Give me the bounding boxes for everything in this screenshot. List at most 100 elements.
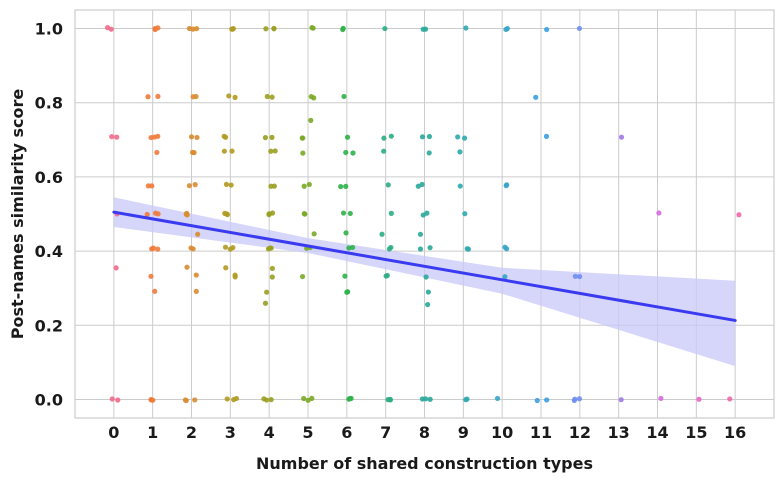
scatter-point: [342, 273, 348, 279]
x-tick-labels: 0 1 2 3 4 5 6 7 8 9 10 11 12 13 14 15 16: [108, 423, 746, 442]
scatter-point: [424, 210, 430, 216]
scatter-point: [155, 25, 161, 31]
x-tick-label: 3: [225, 423, 236, 442]
scatter-point: [269, 94, 275, 100]
scatter-point: [426, 133, 433, 140]
scatter-point: [417, 246, 424, 252]
scatter-point: [155, 246, 161, 252]
scatter-point: [383, 273, 389, 279]
scatter-point: [727, 396, 733, 402]
plot-border: [74, 9, 775, 419]
scatter-point: [544, 26, 550, 33]
scatter-point: [193, 26, 200, 32]
scatter-point: [192, 397, 198, 403]
scatter-point: [299, 273, 306, 280]
y-axis-title: Post-names similarity score: [8, 89, 27, 340]
scatter-point: [152, 288, 158, 294]
scatter-point: [544, 397, 550, 403]
scatter-point: [264, 289, 270, 295]
scatter-point: [422, 396, 429, 402]
scatter-point: [300, 135, 306, 141]
scatter-point: [301, 183, 307, 189]
scatter-point: [340, 26, 346, 33]
scatter-point: [300, 150, 306, 156]
scatter-point: [576, 273, 583, 280]
scatter-point: [148, 134, 154, 141]
scatter-point: [184, 264, 190, 270]
scatter-point: [457, 149, 463, 155]
scatter-point: [113, 265, 119, 271]
scatter-point: [261, 396, 267, 402]
scatter-point: [269, 274, 275, 280]
scatter-point: [308, 117, 314, 123]
scatter-point: [149, 246, 155, 252]
y-tick-label: 0.6: [35, 168, 63, 187]
scatter-point: [696, 396, 702, 402]
scatter-point: [232, 94, 238, 100]
scatter-point: [576, 25, 583, 32]
scatter-point: [149, 183, 155, 189]
scatter-point: [534, 397, 540, 404]
scatter-point: [155, 93, 161, 99]
scatter-point: [114, 134, 120, 140]
regression-line: [112, 210, 737, 322]
scatter-point: [222, 244, 229, 250]
scatter-point: [262, 135, 269, 141]
scatter-point: [502, 274, 508, 280]
scatter-point: [457, 183, 463, 189]
scatter-point: [226, 93, 232, 99]
scatter-point: [229, 148, 235, 154]
scatter-point: [224, 396, 230, 402]
scatter-point: [308, 93, 314, 100]
scatter-point: [184, 212, 190, 218]
scatter-point: [148, 397, 154, 403]
scatter-point: [345, 289, 351, 295]
scatter-point: [381, 148, 387, 154]
x-tick-label: 7: [380, 423, 391, 442]
y-tick-label: 1.0: [35, 20, 63, 39]
scatter-point: [461, 135, 468, 141]
scatter-point: [228, 182, 234, 188]
scatter-point: [379, 231, 385, 237]
scatter-point: [338, 183, 344, 190]
scatter-point: [736, 212, 742, 218]
scatter-point: [262, 300, 269, 306]
scatter-point: [344, 134, 351, 140]
x-tick-label: 10: [491, 423, 513, 442]
x-tick-label: 6: [341, 423, 352, 442]
scatter-point: [155, 133, 161, 139]
scatter-point: [572, 273, 578, 279]
scatter-point: [464, 396, 470, 402]
scatter-point: [543, 133, 550, 139]
scatter-point: [272, 148, 278, 154]
x-tick-label: 9: [458, 423, 469, 442]
y-tick-label: 0.0: [35, 390, 63, 409]
scatter-point: [266, 212, 272, 218]
scatter-point: [268, 183, 274, 189]
y-tick-label: 0.4: [35, 242, 63, 261]
scatter-point: [504, 182, 510, 188]
scatter-point: [186, 183, 192, 189]
scatter-point: [417, 231, 424, 237]
scatter-point: [494, 395, 501, 402]
scatter-point: [423, 26, 429, 32]
scatter-point: [145, 94, 151, 100]
scatter-point: [189, 149, 196, 155]
scatter-point: [658, 395, 664, 402]
data-points: [105, 25, 742, 404]
scatter-point: [306, 181, 312, 188]
scatter-point: [109, 134, 115, 140]
scatter-point: [144, 211, 150, 218]
x-tick-label: 8: [419, 423, 430, 442]
x-tick-label: 16: [724, 423, 746, 442]
scatter-point: [108, 26, 114, 32]
scatter-point: [343, 149, 349, 156]
scatter-point: [115, 397, 121, 403]
scatter-point: [346, 245, 352, 251]
scatter-point: [425, 289, 431, 295]
scatter-point: [268, 397, 274, 403]
scatter-point: [385, 397, 391, 403]
x-tick-label: 13: [608, 423, 630, 442]
scatter-point: [415, 183, 421, 189]
